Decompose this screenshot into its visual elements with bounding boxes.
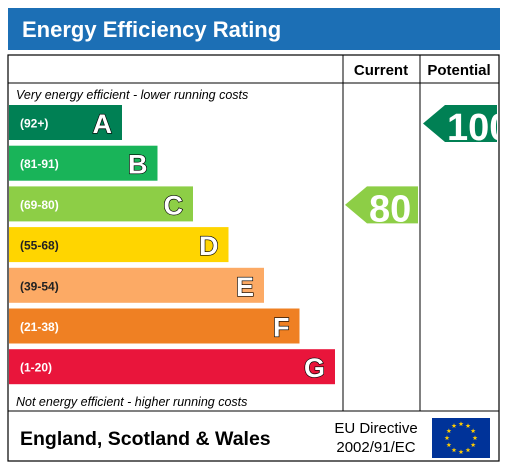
eu-flag-star <box>451 447 457 453</box>
band-range-e: (39-54) <box>20 279 59 293</box>
band-range-d: (55-68) <box>20 239 59 253</box>
band-letter-b: B <box>128 150 148 180</box>
eu-flag-star <box>465 423 471 428</box>
eu-flag-star <box>444 435 450 441</box>
potential-arrow: 100 <box>423 105 509 149</box>
current-arrow-shape <box>345 186 418 224</box>
chart-frame <box>7 54 500 462</box>
eu-flag-star <box>465 447 471 453</box>
band-letter-f: F <box>273 313 290 343</box>
directive-line-2: 2002/91/EC <box>336 439 415 456</box>
rating-arrows: 80 100 <box>345 105 509 230</box>
band-range-g: (1-20) <box>20 361 52 375</box>
potential-column-header: Potential <box>427 62 490 79</box>
potential-rating-value: 100 <box>447 107 509 149</box>
eu-flag-star <box>446 442 452 448</box>
band-letter-e: E <box>236 272 254 302</box>
band-c <box>9 186 193 222</box>
band-a <box>9 105 122 140</box>
region-label: England, Scotland & Wales <box>20 428 271 450</box>
directive-line-1: EU Directive <box>334 420 417 437</box>
band-g <box>9 349 335 385</box>
band-letter-a: A <box>93 109 113 139</box>
band-range-c: (69-80) <box>20 198 59 212</box>
current-rating-value: 80 <box>369 188 411 230</box>
eu-flag-star <box>446 428 452 434</box>
potential-arrow-shape <box>423 105 497 142</box>
band-range-a: (92+) <box>20 117 48 131</box>
rating-bands: (92+) A (81-91) B (69-80) C (55-68) D (39-54) E (2… <box>9 105 335 385</box>
top-caption: Very energy efficient - lower running co… <box>16 88 248 102</box>
band-letter-c: C <box>164 190 184 220</box>
eu-flag-star <box>451 423 457 428</box>
band-letter-g: G <box>304 353 325 383</box>
eu-flag-star <box>470 442 476 448</box>
band-d <box>9 227 229 263</box>
band-range-b: (81-91) <box>20 157 59 171</box>
eu-flag-star <box>470 428 476 434</box>
current-column-header: Current <box>354 62 408 79</box>
bottom-caption: Not energy efficient - higher running co… <box>16 395 247 409</box>
current-arrow: 80 <box>345 186 418 230</box>
eu-flag-star <box>472 435 478 441</box>
band-range-f: (21-38) <box>20 320 59 334</box>
chart-title: Energy Efficiency Rating <box>22 17 281 42</box>
band-b <box>9 145 158 181</box>
eu-flag-star <box>458 421 464 427</box>
band-f <box>9 308 300 344</box>
header-bar <box>8 8 500 50</box>
band-letter-d: D <box>199 231 219 261</box>
eu-flag-star <box>458 449 464 455</box>
eu-flag-icon <box>432 418 490 458</box>
band-e <box>9 267 264 303</box>
